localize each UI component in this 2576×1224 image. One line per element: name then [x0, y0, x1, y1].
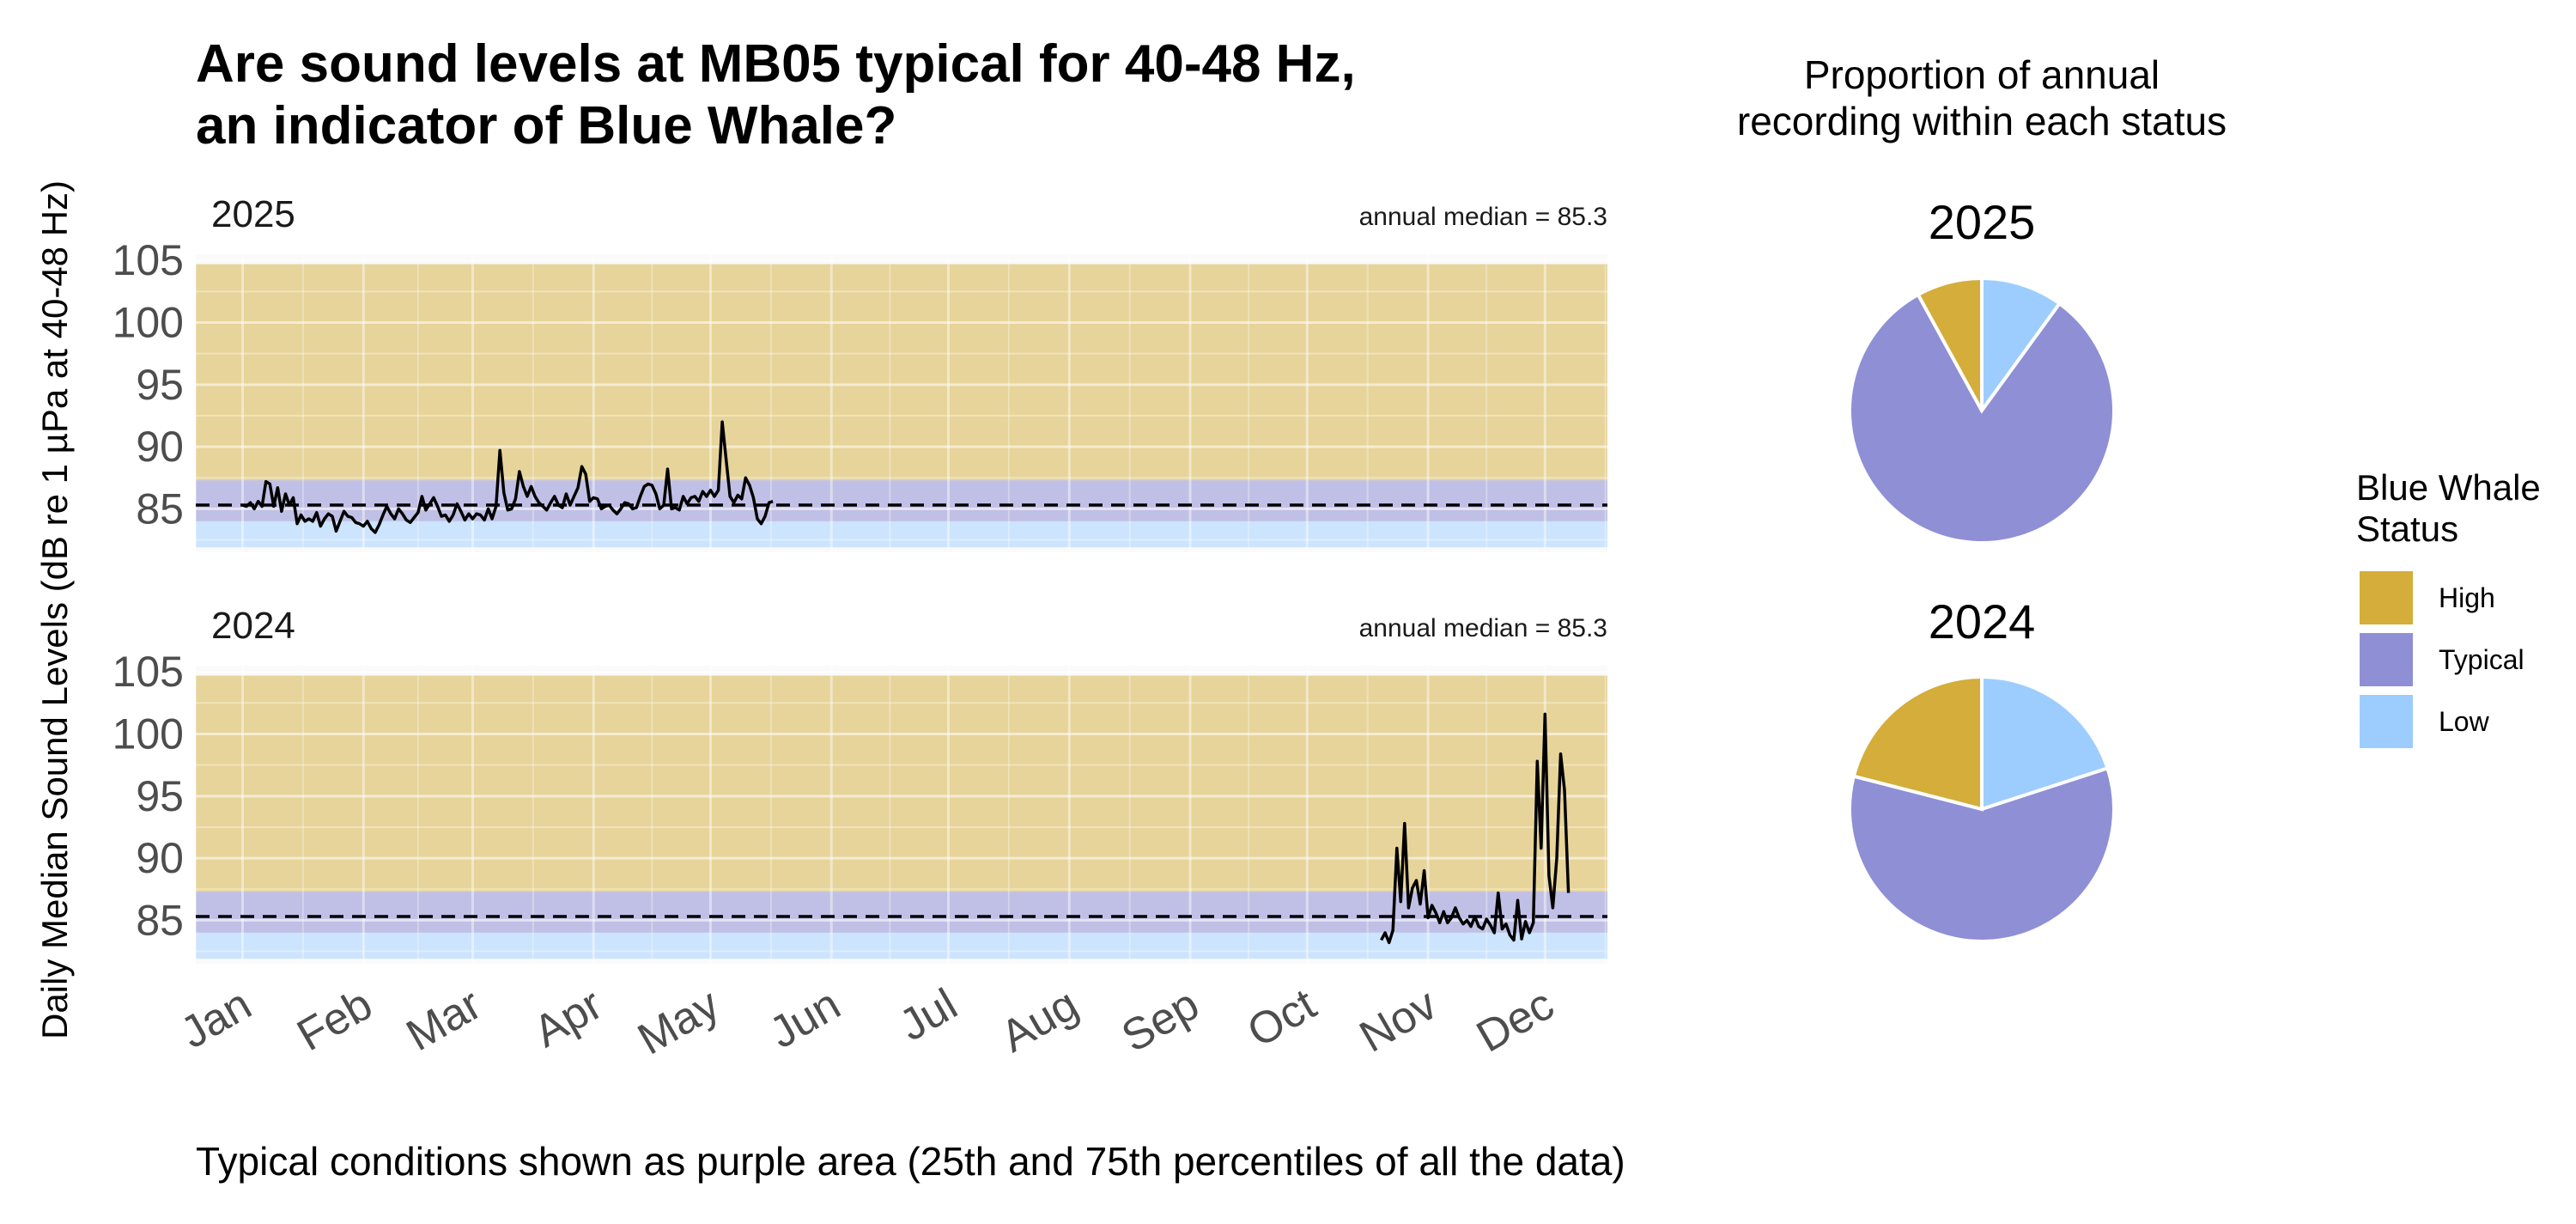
pie-slice-low [1980, 674, 2110, 812]
pie-slice-high [1851, 674, 1984, 812]
series-line [241, 420, 774, 534]
y-axis-label: Daily Median Sound Levels (dB re 1 µPa a… [34, 180, 75, 1039]
x-tick-label: Jun [762, 979, 849, 1058]
facet-label: 2024 [211, 605, 295, 647]
legend-swatch-typical [2360, 633, 2413, 686]
band-high [196, 675, 1607, 892]
x-axis-month-labels: Jan Feb Mar Apr May Jun Jul Aug Sep Oct Nov Dec [173, 979, 1562, 1065]
pie-year-2025: 2025 [1929, 195, 2036, 249]
x-tick-label: Mar [398, 979, 490, 1061]
pie-chart-2024 [1848, 674, 2116, 943]
x-tick-label: Dec [1468, 979, 1562, 1062]
x-tick-label: Oct [1239, 979, 1325, 1057]
legend-swatch-low [2360, 695, 2413, 748]
series-line [1380, 712, 1571, 945]
band-high [196, 264, 1607, 481]
x-tick-label: Jan [173, 979, 260, 1058]
y-tick-label: 105 [112, 236, 184, 284]
band-typical [196, 892, 1607, 933]
pie-slice-typical [1848, 765, 2116, 943]
legend: Blue Whale Status High Typical Low [2356, 467, 2541, 748]
x-tick-label: Nov [1352, 979, 1445, 1062]
annual-median-label: annual median = 85.3 [1359, 614, 1607, 642]
y-tick-label: 105 [112, 648, 184, 696]
x-tick-label: Sep [1114, 979, 1207, 1062]
facet-label: 2025 [211, 193, 295, 235]
pie-title-line2: recording within each status [1737, 99, 2227, 143]
annual-median-label: annual median = 85.3 [1359, 203, 1607, 231]
legend-label-high: High [2439, 582, 2495, 613]
y-tick-label: 95 [136, 361, 184, 409]
pie-chart-2025 [1848, 276, 2116, 545]
chart-title-line2: an indicator of Blue Whale? [196, 96, 896, 155]
band-typical [196, 480, 1607, 521]
y-tick-label: 100 [112, 710, 184, 758]
x-tick-label: May [629, 979, 727, 1064]
panel-2025: 85 90 95 100 105 2025 annual median = 85.3 [112, 193, 1607, 552]
legend-swatch-high [2360, 571, 2413, 624]
x-tick-label: Aug [993, 979, 1086, 1062]
chart-caption: Typical conditions shown as purple area … [196, 1139, 1625, 1184]
band-low [196, 521, 1607, 548]
pie-slice-high [1916, 276, 1984, 411]
band-low [196, 932, 1607, 959]
y-tick-label: 90 [136, 834, 184, 882]
pie-slice-low [1980, 276, 2063, 417]
pie-title-line1: Proportion of annual [1804, 52, 2160, 97]
x-tick-label: Jul [891, 979, 966, 1050]
y-tick-label: 85 [136, 484, 184, 533]
pie-year-2024: 2024 [1929, 594, 2036, 649]
y-tick-label: 100 [112, 299, 184, 347]
legend-title-line1: Blue Whale [2356, 467, 2541, 508]
chart-title-line1: Are sound levels at MB05 typical for 40-… [196, 34, 1356, 94]
x-tick-label: Apr [526, 979, 611, 1057]
y-tick-label: 90 [136, 423, 184, 471]
y-tick-label: 95 [136, 772, 184, 820]
y-tick-label: 85 [136, 896, 184, 944]
legend-label-typical: Typical [2439, 644, 2524, 675]
pie-slice-typical [1848, 292, 2116, 545]
legend-label-low: Low [2439, 706, 2490, 737]
legend-title-line2: Status [2356, 508, 2458, 549]
panel-2024: 85 90 95 100 105 2024 annual median = 85.3 [112, 605, 1607, 964]
x-tick-label: Feb [289, 979, 381, 1061]
